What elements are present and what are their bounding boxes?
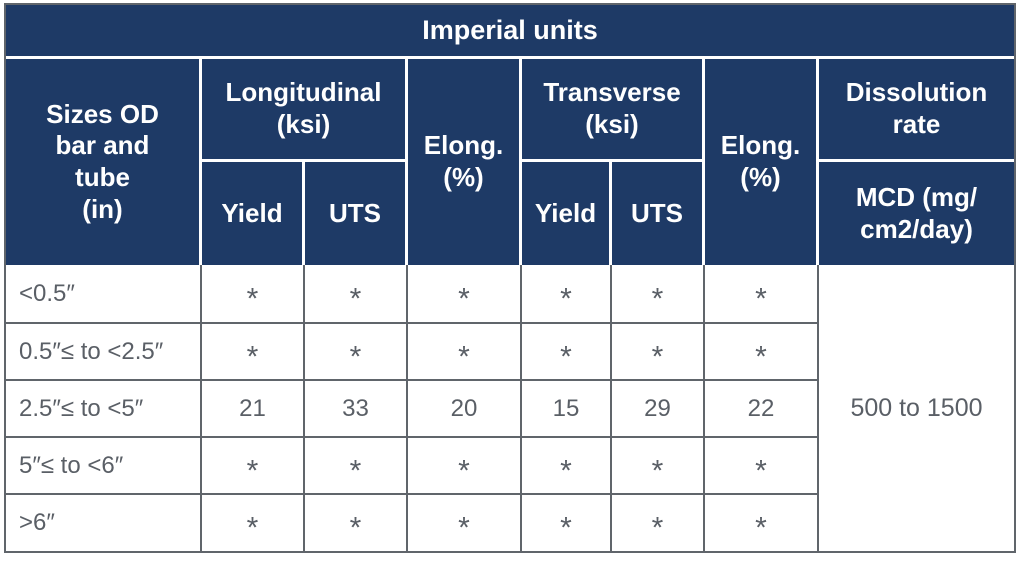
sizes-column-header: Sizes OD bar and tube (in) xyxy=(6,59,202,265)
value-cell: * xyxy=(408,265,522,322)
transverse-elongation-header: Elong. (%) xyxy=(705,59,819,265)
row-label: 0.5″≤ to <2.5″ xyxy=(6,322,202,379)
longitudinal-group-header: Longitudinal (ksi) xyxy=(202,59,408,162)
dissolution-rate-header: Dissolution rate xyxy=(819,59,1014,162)
value-cell: * xyxy=(522,265,612,322)
value-cell: * xyxy=(705,265,819,322)
value-cell: * xyxy=(612,322,705,379)
value-cell: * xyxy=(305,493,408,551)
table-title: Imperial units xyxy=(6,5,1014,59)
value-cell: 20 xyxy=(408,379,522,436)
value-cell: * xyxy=(612,493,705,551)
value-cell: * xyxy=(705,322,819,379)
value-cell: * xyxy=(305,436,408,493)
value-cell: * xyxy=(408,493,522,551)
row-label: <0.5″ xyxy=(6,265,202,322)
value-cell: 21 xyxy=(202,379,305,436)
row-label: 5″≤ to <6″ xyxy=(6,436,202,493)
transverse-uts-header: UTS xyxy=(612,162,705,265)
value-cell: * xyxy=(202,436,305,493)
value-cell: * xyxy=(202,322,305,379)
imperial-units-table: Imperial units Sizes OD bar and tube (in… xyxy=(4,3,1016,553)
transverse-group-header: Transverse (ksi) xyxy=(522,59,705,162)
longitudinal-uts-header: UTS xyxy=(305,162,408,265)
dissolution-value-cell: 500 to 1500 xyxy=(819,265,1014,551)
row-label: 2.5″≤ to <5″ xyxy=(6,379,202,436)
mcd-unit-header: MCD (mg/ cm2/day) xyxy=(819,162,1014,265)
value-cell: * xyxy=(705,436,819,493)
value-cell: * xyxy=(202,265,305,322)
value-cell: * xyxy=(705,493,819,551)
value-cell: * xyxy=(522,493,612,551)
value-cell: 22 xyxy=(705,379,819,436)
row-label: >6″ xyxy=(6,493,202,551)
value-cell: * xyxy=(408,436,522,493)
longitudinal-elongation-header: Elong. (%) xyxy=(408,59,522,265)
value-cell: * xyxy=(305,322,408,379)
table-grid: Imperial units Sizes OD bar and tube (in… xyxy=(6,5,1014,551)
value-cell: * xyxy=(612,265,705,322)
value-cell: 15 xyxy=(522,379,612,436)
value-cell: 33 xyxy=(305,379,408,436)
transverse-yield-header: Yield xyxy=(522,162,612,265)
value-cell: * xyxy=(408,322,522,379)
value-cell: 29 xyxy=(612,379,705,436)
value-cell: * xyxy=(612,436,705,493)
value-cell: * xyxy=(305,265,408,322)
value-cell: * xyxy=(202,493,305,551)
longitudinal-yield-header: Yield xyxy=(202,162,305,265)
value-cell: * xyxy=(522,436,612,493)
value-cell: * xyxy=(522,322,612,379)
